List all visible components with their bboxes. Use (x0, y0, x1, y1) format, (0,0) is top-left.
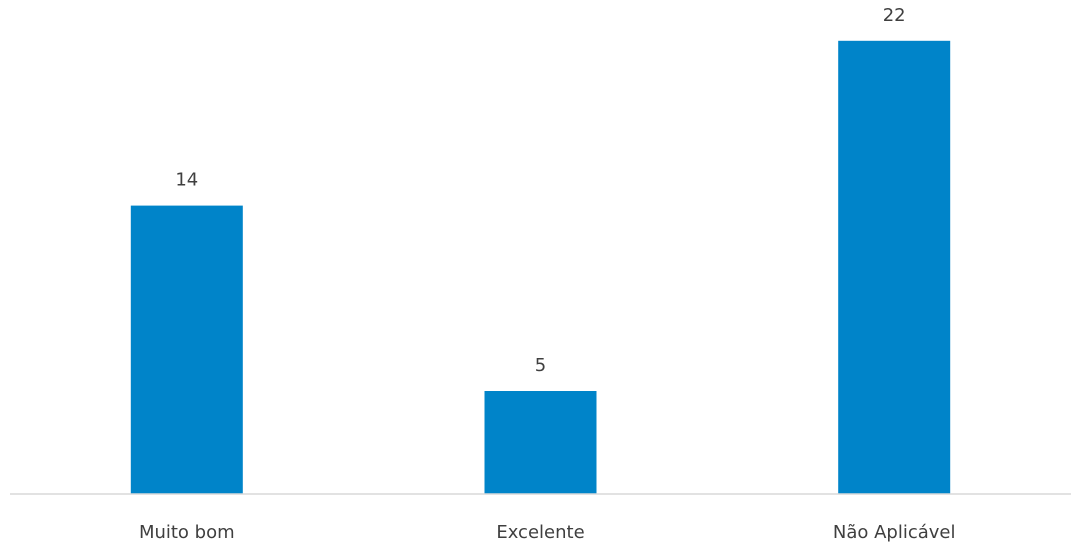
tick-labels-group: Muito bom Excelente Não Aplicável (139, 522, 956, 543)
bar-0 (130, 205, 243, 494)
data-label-2: 22 (883, 5, 906, 26)
data-label-0: 14 (175, 170, 198, 191)
x-tick-label-0: Muito bom (139, 522, 235, 543)
x-tick-label-1: Excelente (496, 522, 584, 543)
bars-group (130, 40, 951, 495)
bar-2 (838, 40, 951, 495)
data-label-1: 5 (535, 355, 546, 376)
data-labels-group: 14 5 22 (175, 5, 905, 376)
bar-1 (484, 391, 597, 494)
x-tick-label-2: Não Aplicável (833, 522, 956, 543)
